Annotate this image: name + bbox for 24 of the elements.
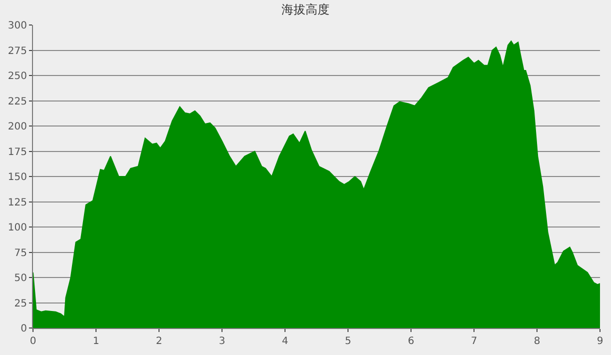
x-tick-label: 6	[408, 336, 414, 347]
x-tick-label: 2	[156, 336, 162, 347]
x-tick-label: 1	[92, 336, 100, 347]
y-tick-label: 25	[14, 298, 27, 310]
y-tick-label: 100	[8, 222, 27, 234]
x-tick-label: 0	[30, 336, 36, 347]
y-tick-label: 125	[8, 197, 27, 208]
x-tick-label: 5	[344, 336, 352, 347]
y-tick-label: 150	[8, 172, 27, 183]
y-tick-label: 250	[8, 71, 27, 82]
x-tick-label: 9	[596, 336, 604, 347]
y-tick-label: 75	[14, 248, 27, 259]
y-tick-label: 275	[8, 46, 27, 57]
x-tick-label: 3	[218, 336, 226, 347]
chart-title: 海拔高度	[282, 2, 330, 17]
x-tick-label: 8	[534, 336, 540, 347]
y-tick-label: 50	[14, 273, 27, 284]
y-tick-label: 0	[20, 324, 27, 334]
y-tick-label: 300	[8, 20, 27, 32]
y-tick-label: 200	[8, 122, 27, 132]
y-tick-label: 175	[8, 146, 27, 158]
x-tick-label: 7	[470, 336, 478, 347]
y-tick-label: 225	[8, 96, 27, 108]
x-tick-label: 4	[282, 336, 288, 347]
